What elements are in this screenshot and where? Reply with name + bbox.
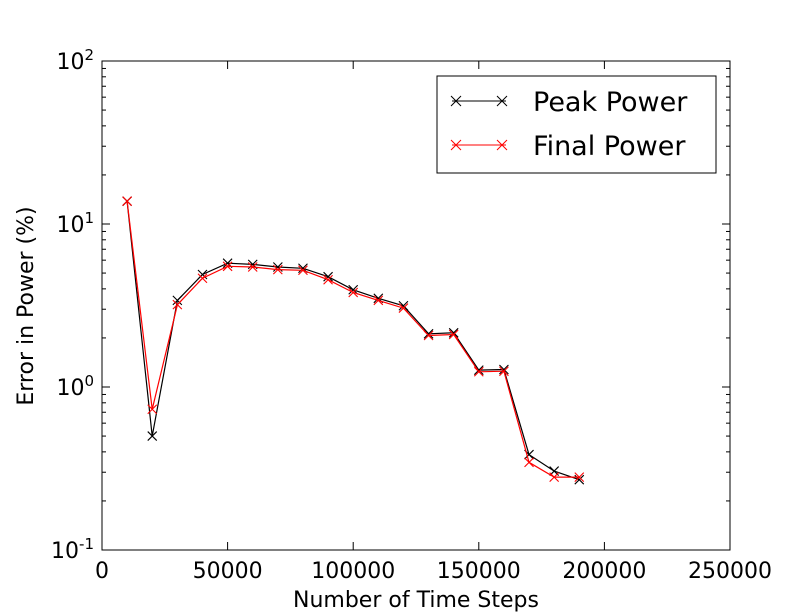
data-point-peak-power [197, 269, 208, 280]
y-tick-label: 10-1 [51, 535, 94, 564]
data-point-final-power [524, 457, 534, 468]
data-point-final-power [549, 472, 560, 483]
data-point-final-power [348, 287, 359, 298]
series-layer [122, 196, 585, 485]
data-point-peak-power [323, 271, 333, 282]
data-point-final-power [122, 196, 133, 207]
x-axis-title: Number of Time Steps [293, 588, 539, 612]
y-tick-label: 101 [56, 209, 94, 238]
data-point-final-power [323, 274, 333, 285]
legend-label-final-power: Final Power [533, 131, 686, 162]
data-point-final-power [398, 303, 409, 313]
x-tick-label: 150000 [437, 559, 521, 584]
data-point-final-power [574, 472, 585, 483]
legend-marker-peak-power [450, 95, 508, 107]
data-point-final-power [172, 299, 183, 310]
legend-marker-final-power [450, 139, 508, 151]
data-point-final-power [473, 366, 484, 377]
data-point-peak-power [448, 327, 459, 338]
y-tick-label: 100 [56, 372, 94, 401]
data-point-peak-power [423, 328, 434, 339]
data-point-peak-power [499, 364, 509, 375]
x-tick-label: 0 [95, 559, 109, 584]
y-axis-title: Error in Power (%) [14, 206, 39, 405]
legend-entry-peak-power: Peak Power [450, 87, 688, 118]
legend-box [436, 75, 717, 174]
x-tick-label: 50000 [193, 559, 263, 584]
axis-ticks [101, 60, 731, 551]
tick-labels: 0 50000 100000 150000 200000 250000 10-1 100 101… [51, 46, 772, 584]
x-tick-label: 100000 [311, 559, 395, 584]
data-point-final-power [147, 404, 158, 415]
data-point-peak-power [147, 431, 158, 441]
x-tick-label: 200000 [562, 559, 646, 584]
data-point-final-power [423, 330, 434, 341]
data-point-final-power [222, 261, 233, 272]
data-point-final-power [448, 329, 459, 340]
data-point-peak-power [398, 300, 409, 311]
legend-label-peak-power: Peak Power [533, 87, 688, 118]
legend: Peak Power Final Power [436, 75, 717, 174]
y-tick-label: 102 [56, 46, 94, 75]
data-point-peak-power [172, 295, 183, 306]
data-point-final-power [247, 262, 258, 272]
data-point-peak-power [348, 284, 359, 295]
data-point-final-power [373, 295, 384, 306]
legend-entry-final-power: Final Power [450, 131, 686, 162]
x-tick-label: 250000 [688, 559, 772, 584]
data-point-final-power [197, 273, 208, 284]
data-point-final-power [272, 264, 283, 275]
data-point-final-power [298, 265, 308, 276]
data-point-final-power [499, 366, 509, 377]
